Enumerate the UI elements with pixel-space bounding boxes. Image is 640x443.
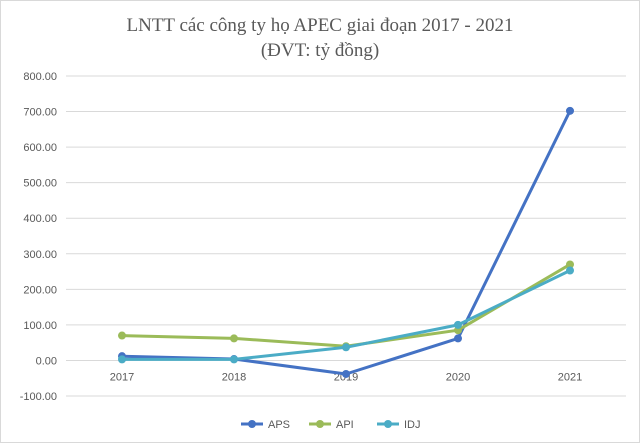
data-point-idj [342,343,350,352]
x-tick-label: 2020 [446,371,470,383]
x-tick-label: 2017 [110,371,134,383]
data-point-aps [454,334,462,343]
legend-label: API [336,419,354,431]
legend-marker [384,420,392,428]
data-point-idj [118,355,126,364]
legend-item-api: API [309,419,354,431]
chart-title: LNTT các công ty họ APEC giai đoạn 2017 … [127,15,514,36]
y-tick-label: 500.00 [23,178,57,190]
data-point-aps [342,369,350,378]
y-tick-label: 600.00 [23,142,57,154]
data-point-idj [230,355,238,364]
series-line-api [120,262,572,348]
y-tick-label: -100.00 [20,391,57,403]
series-idj [118,266,574,364]
x-tick-label: 2021 [558,371,582,383]
data-point-idj [566,266,574,275]
y-tick-label: 300.00 [23,249,57,261]
y-axis-ticks: -100.00 0.00 100.00 200.00 300.00 400.00 500.0… [20,71,57,403]
y-tick-label: 400.00 [23,213,57,225]
legend-marker [248,420,256,428]
y-tick-label: 700.00 [23,107,57,119]
legend-label: IDJ [404,419,421,431]
data-point-api [118,331,126,340]
data-point-aps [566,106,574,115]
y-tick-label: 100.00 [23,320,57,332]
y-tick-label: 0.00 [36,355,57,367]
series-api [118,260,574,351]
chart-subtitle: (ĐVT: tỷ đồng) [261,40,379,61]
legend-item-idj: IDJ [377,419,421,431]
y-tick-label: 200.00 [23,284,57,296]
y-tick-label: 800.00 [23,71,57,83]
data-point-api [230,334,238,343]
legend-label: APS [268,419,290,431]
data-point-idj [454,320,462,329]
data-point-api [566,260,574,269]
legend: APS API IDJ [241,419,421,431]
x-tick-label: 2018 [222,371,246,383]
series-line-aps [120,109,572,376]
legend-marker [316,420,324,428]
legend-item-aps: APS [241,419,290,431]
series-layer [118,106,574,378]
